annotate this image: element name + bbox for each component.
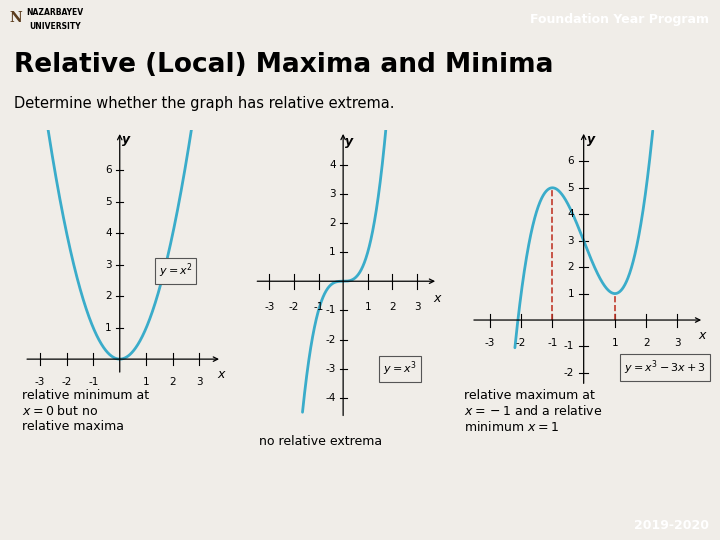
Text: 3: 3 (674, 338, 681, 348)
Text: -2: -2 (325, 335, 336, 345)
Text: x: x (433, 292, 441, 305)
Text: 3: 3 (105, 260, 112, 270)
Text: -1: -1 (547, 338, 557, 348)
Text: 3: 3 (567, 235, 574, 246)
Text: Relative (Local) Maxima and Minima: Relative (Local) Maxima and Minima (14, 52, 554, 78)
Text: 5: 5 (567, 183, 574, 193)
Text: Determine whether the graph has relative extrema.: Determine whether the graph has relative… (14, 97, 395, 111)
Text: y: y (345, 135, 353, 148)
Text: 3: 3 (329, 189, 336, 199)
Text: -2: -2 (289, 302, 299, 312)
Text: 2: 2 (169, 376, 176, 387)
Text: relative maximum at
$x = -1$ and a relative
minimum $x = 1$: relative maximum at $x = -1$ and a relat… (464, 389, 603, 434)
Text: -1: -1 (88, 376, 99, 387)
Text: 6: 6 (105, 165, 112, 176)
Text: -3: -3 (325, 364, 336, 374)
Text: 2: 2 (329, 218, 336, 228)
Text: 6: 6 (567, 157, 574, 166)
Text: -3: -3 (485, 338, 495, 348)
Text: 1: 1 (567, 288, 574, 299)
Text: 4: 4 (567, 209, 574, 219)
Text: $y = x^3$: $y = x^3$ (383, 360, 417, 378)
Text: $y = x^3 - 3x + 3$: $y = x^3 - 3x + 3$ (624, 359, 706, 377)
Text: x: x (699, 329, 706, 342)
Text: -4: -4 (325, 393, 336, 403)
Text: 1: 1 (143, 376, 150, 387)
Text: 1: 1 (329, 247, 336, 257)
Text: 3: 3 (196, 376, 202, 387)
Text: -2: -2 (61, 376, 72, 387)
Text: NAZARBAYEV: NAZARBAYEV (27, 8, 84, 17)
Text: -1: -1 (325, 306, 336, 315)
Text: -1: -1 (313, 302, 324, 312)
Text: 3: 3 (414, 302, 420, 312)
Text: 4: 4 (105, 228, 112, 238)
Text: 4: 4 (329, 160, 336, 170)
Text: -2: -2 (516, 338, 526, 348)
Text: N: N (9, 11, 22, 25)
Text: 1: 1 (364, 302, 371, 312)
Text: -1: -1 (564, 341, 574, 352)
Text: 2: 2 (643, 338, 649, 348)
Text: y: y (587, 133, 595, 146)
Text: $y = x^2$: $y = x^2$ (158, 262, 192, 280)
Text: x: x (217, 368, 224, 381)
Text: relative minimum at
$x = 0$ but no
relative maxima: relative minimum at $x = 0$ but no relat… (22, 389, 149, 433)
Text: 2019-2020: 2019-2020 (634, 518, 709, 532)
Text: y: y (122, 133, 130, 146)
Text: 2: 2 (567, 262, 574, 272)
Text: Foundation Year Program: Foundation Year Program (530, 13, 709, 26)
Text: 5: 5 (105, 197, 112, 207)
Text: 2: 2 (389, 302, 396, 312)
Text: 2: 2 (105, 291, 112, 301)
Text: 1: 1 (105, 323, 112, 333)
Text: -3: -3 (35, 376, 45, 387)
Text: 1: 1 (611, 338, 618, 348)
Text: -2: -2 (564, 368, 574, 378)
Text: no relative extrema: no relative extrema (259, 435, 382, 448)
Text: -3: -3 (264, 302, 274, 312)
Text: UNIVERSITY: UNIVERSITY (29, 22, 81, 31)
